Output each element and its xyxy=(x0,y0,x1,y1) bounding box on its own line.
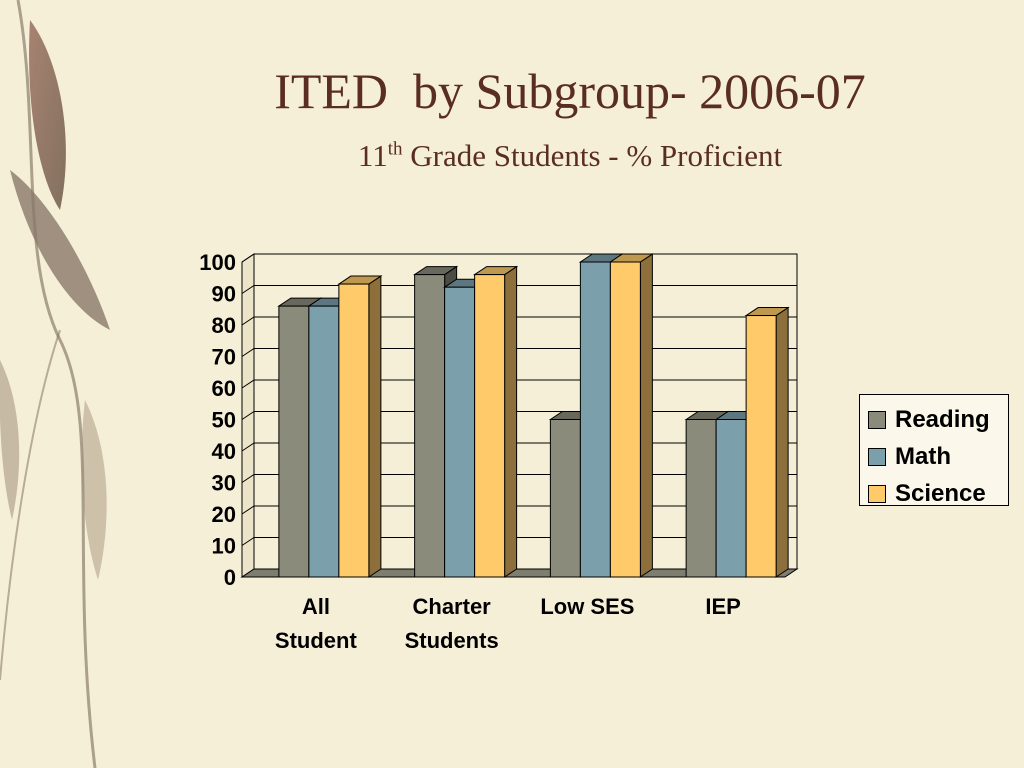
bar-math xyxy=(444,286,476,578)
y-tick-label: 40 xyxy=(212,439,236,464)
bar-math xyxy=(715,419,747,578)
slide-title: ITED by Subgroup- 2006-07 xyxy=(274,63,866,119)
legend-item: Math xyxy=(868,438,1008,475)
bar-math xyxy=(308,305,340,578)
subtitle-ordinal: th xyxy=(387,138,403,160)
y-tick-label: 50 xyxy=(212,408,236,433)
y-tick-label: 60 xyxy=(212,376,236,401)
slide-subtitle: 11th Grade Students - % Proficient xyxy=(130,138,1010,174)
legend-label: Science xyxy=(895,479,986,507)
legend-item: Science xyxy=(868,475,1008,512)
chart-legend: Reading Math Science xyxy=(859,394,1009,507)
bar-science xyxy=(609,261,641,578)
bar-reading xyxy=(549,419,581,578)
bar-side xyxy=(775,306,789,578)
x-tick-label: Charter Students xyxy=(405,594,499,653)
legend-swatch xyxy=(868,447,886,466)
subtitle-grade: 11 xyxy=(357,138,388,173)
y-tick-label: 30 xyxy=(212,471,236,496)
bar-reading xyxy=(685,419,717,578)
legend-label: Math xyxy=(895,442,951,470)
x-tick-label: IEP xyxy=(705,594,740,619)
y-tick-label: 0 xyxy=(224,565,236,590)
legend-item: Reading xyxy=(868,401,1008,438)
legend-label: Reading xyxy=(895,405,990,433)
y-tick-label: 10 xyxy=(212,534,236,559)
bar-science xyxy=(338,283,370,578)
y-tick-label: 20 xyxy=(212,502,236,527)
bar-reading xyxy=(414,274,446,578)
y-tick-label: 70 xyxy=(212,345,236,370)
bar-side xyxy=(368,275,382,578)
bar-science xyxy=(745,315,777,578)
y-tick-label: 80 xyxy=(212,313,236,338)
legend-swatch xyxy=(868,410,886,429)
subtitle-text: Grade Students - % Proficient xyxy=(402,138,783,173)
legend-swatch xyxy=(868,484,886,503)
y-tick-label: 100 xyxy=(199,250,236,275)
x-tick-label: Low SES xyxy=(540,594,634,619)
x-tick-label: All Student xyxy=(275,594,358,653)
bar-math xyxy=(579,261,611,578)
bar-reading xyxy=(278,305,310,578)
bar-side xyxy=(504,265,518,578)
bar-side xyxy=(639,253,653,578)
y-tick-label: 90 xyxy=(212,282,236,307)
leaf-decoration xyxy=(0,0,110,768)
bar-science xyxy=(474,274,506,578)
